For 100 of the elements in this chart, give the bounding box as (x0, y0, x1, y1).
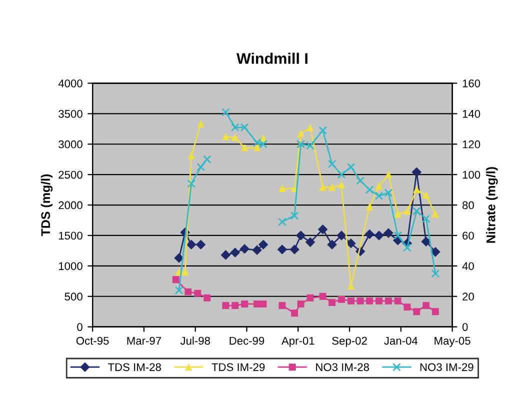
point (318, 126, 327, 135)
point (327, 240, 337, 250)
point (306, 294, 314, 302)
point (376, 297, 382, 304)
x-tick-label: Jan-04 (384, 336, 418, 345)
point (241, 144, 248, 152)
point (318, 224, 328, 234)
point (278, 302, 286, 309)
point (430, 247, 440, 257)
point (328, 184, 336, 191)
x-tick-label: Mar-97 (127, 336, 162, 345)
point (328, 160, 336, 168)
point (258, 240, 268, 250)
point (230, 248, 240, 258)
point (254, 144, 260, 152)
point (277, 244, 287, 254)
point (404, 304, 411, 311)
point (403, 243, 412, 252)
point (432, 210, 439, 218)
point (197, 120, 204, 128)
point (240, 244, 250, 254)
y2-axis-title: Nitrate (mg/l) (486, 167, 498, 243)
point (232, 134, 239, 141)
point (384, 188, 393, 198)
point (394, 231, 402, 240)
point (394, 297, 402, 304)
point (252, 245, 262, 255)
point (422, 214, 430, 223)
y2-tick-label: 60 (462, 232, 474, 240)
legend-label: NO3 IM-29 (420, 363, 474, 372)
x-tick-label: Sep-02 (332, 336, 367, 347)
point (188, 152, 195, 160)
point (347, 297, 354, 304)
point (296, 230, 306, 240)
legend-label: NO3 IM-28 (316, 363, 369, 372)
y2-tick-label: 100 (462, 170, 480, 179)
point (384, 228, 394, 238)
x-tick-label: May-05 (434, 336, 470, 347)
point (290, 244, 300, 254)
point (412, 167, 422, 177)
point (306, 124, 314, 132)
point (338, 181, 345, 188)
point (172, 276, 180, 284)
point (196, 240, 206, 250)
point (241, 300, 248, 308)
point (194, 290, 202, 297)
point (413, 308, 420, 316)
point (384, 171, 392, 178)
point (297, 130, 304, 138)
x-tick-label: Dec-99 (230, 336, 264, 345)
y2-tick-label: 80 (462, 201, 474, 210)
point (319, 184, 326, 191)
point (356, 297, 364, 304)
point (290, 212, 299, 220)
point (174, 286, 184, 294)
y-tick-label: 0 (77, 323, 82, 331)
y-tick-label: 3000 (58, 140, 82, 148)
point (337, 170, 346, 179)
y2-tick-label: 140 (462, 110, 480, 118)
point (291, 310, 298, 317)
y-tick-label: 2500 (58, 170, 82, 179)
chart-title: Windmill I (236, 52, 308, 64)
point (365, 186, 374, 194)
y2-tick-label: 20 (462, 292, 474, 301)
point (422, 192, 430, 199)
point (346, 238, 356, 248)
point (254, 300, 260, 308)
point (184, 288, 192, 296)
x-tick-label: Oct-95 (76, 336, 109, 345)
point (374, 192, 384, 200)
point (187, 180, 196, 188)
point (182, 268, 189, 276)
point (297, 300, 304, 308)
point (196, 162, 205, 172)
point (412, 206, 421, 216)
point (278, 185, 286, 192)
x-tick-label: Jul-98 (180, 336, 210, 345)
point (346, 162, 356, 172)
point (328, 298, 336, 306)
y2-tick-label: 120 (462, 140, 480, 148)
y-tick-label: 1000 (58, 262, 82, 270)
point (374, 230, 384, 240)
x-tick-label: Apr-01 (281, 336, 314, 347)
point (202, 155, 212, 164)
point (366, 297, 374, 304)
point (278, 218, 286, 226)
point (319, 292, 326, 300)
point (364, 229, 374, 240)
point (222, 108, 230, 116)
legend-label: TDS IM-29 (212, 363, 265, 372)
point (305, 237, 316, 247)
point (222, 133, 230, 140)
point (347, 282, 354, 290)
y-axis-title: TDS (mg/l) (40, 174, 53, 236)
point (432, 308, 439, 316)
point (413, 186, 420, 194)
y2-tick-label: 160 (462, 79, 480, 88)
y2-tick-label: 0 (462, 323, 468, 331)
y-tick-label: 500 (64, 292, 82, 301)
point (204, 294, 211, 302)
